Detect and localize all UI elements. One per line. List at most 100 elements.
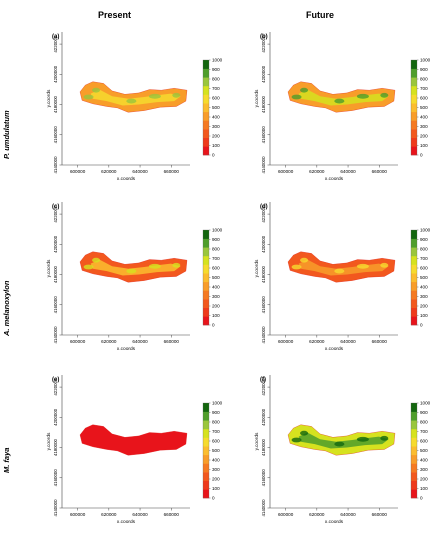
legend-tick-label: 600 [420, 96, 428, 101]
legend-tick-label: 500 [420, 105, 428, 110]
x-axis-label: x.coords [117, 519, 136, 525]
legend-tick-label: 100 [420, 143, 428, 148]
legend-swatch [203, 111, 209, 121]
suitability-map [287, 81, 396, 113]
legend-swatch [203, 103, 209, 113]
suitability-hotspot [356, 93, 369, 99]
legend-swatch [203, 129, 209, 139]
legend-swatch [203, 420, 209, 430]
legend-swatch [203, 68, 209, 78]
legend-swatch [203, 472, 209, 482]
legend-swatch [411, 103, 417, 113]
y-tick-label: 4200000 [53, 408, 58, 426]
y-tick-label: 4180000 [261, 265, 266, 283]
legend-swatch [203, 454, 209, 464]
legend-tick-label: 100 [420, 313, 428, 318]
y-tick-label: 4160000 [53, 296, 58, 314]
suitability-hotspot [334, 268, 345, 274]
column-header-present: Present [98, 10, 132, 20]
legend-tick-label: 0 [420, 153, 423, 158]
legend-swatch [203, 137, 209, 147]
suitability-hotspot [334, 98, 345, 104]
legend-swatch [411, 472, 417, 482]
x-tick-label: 600000 [278, 339, 294, 344]
legend-swatch [411, 437, 417, 447]
x-tick-label: 660000 [372, 169, 388, 174]
legend-tick-label: 0 [420, 323, 423, 328]
legend-swatch [203, 446, 209, 456]
y-tick-label: 4140000 [53, 326, 58, 344]
y-tick-label: 4220000 [261, 205, 266, 223]
legend-swatch [203, 94, 209, 104]
legend-swatch [411, 137, 417, 147]
x-tick-label: 600000 [70, 339, 86, 344]
legend-tick-label: 400 [212, 285, 220, 290]
legend-swatch [411, 85, 417, 95]
x-axis-label: x.coords [117, 176, 136, 182]
legend-tick-label: 100 [212, 486, 220, 491]
suitability-hotspot [300, 257, 309, 263]
x-tick-label: 620000 [101, 169, 117, 174]
legend-tick-label: 600 [212, 439, 220, 444]
legend-swatch [203, 437, 209, 447]
legend-tick-label: 500 [212, 105, 220, 110]
legend-swatch [203, 146, 209, 156]
x-axis-label: x.coords [325, 519, 344, 525]
column-header-future: Future [306, 10, 334, 20]
legend-tick-label: 800 [420, 247, 428, 252]
y-tick-label: 4220000 [261, 378, 266, 396]
suitability-hotspot [148, 93, 161, 99]
x-tick-label: 640000 [132, 512, 148, 517]
legend-swatch [411, 146, 417, 156]
panel-d: (d) 600000 620000 640000 660000 4140000 416000… [254, 202, 430, 352]
x-tick-label: 620000 [309, 339, 325, 344]
legend-tick-label: 500 [212, 448, 220, 453]
legend-swatch [411, 281, 417, 291]
y-axis-label: y.coords [46, 432, 52, 450]
legend-swatch [411, 403, 417, 412]
suitability-core [298, 89, 389, 106]
x-axis-label: x.coords [325, 176, 344, 182]
legend-tick-label: 700 [420, 429, 428, 434]
legend-tick-label: 800 [420, 420, 428, 425]
legend-tick-label: 0 [212, 496, 215, 501]
legend-swatch [411, 111, 417, 121]
legend-tick-label: 400 [212, 458, 220, 463]
y-tick-label: 4200000 [261, 65, 266, 83]
legend-tick-label: 300 [212, 467, 220, 472]
legend-tick-label: 0 [212, 323, 215, 328]
legend-swatch [411, 307, 417, 317]
y-tick-label: 4180000 [53, 438, 58, 456]
legend-tick-label: 200 [212, 304, 220, 309]
suitability-core [90, 259, 181, 276]
legend-swatch [203, 238, 209, 248]
legend-tick-label: 700 [212, 429, 220, 434]
suitability-hotspot [291, 94, 302, 100]
legend-tick-label: 600 [420, 266, 428, 271]
y-axis-label: y.coords [46, 89, 52, 107]
legend-tick-label: 100 [212, 143, 220, 148]
legend-tick-label: 300 [420, 124, 428, 129]
suitability-hotspot [356, 436, 369, 442]
legend-tick-label: 800 [212, 77, 220, 82]
suitability-hotspot [92, 87, 101, 93]
legend-swatch [203, 264, 209, 274]
x-tick-label: 620000 [309, 512, 325, 517]
panel-label: (f) [260, 377, 266, 383]
legend-swatch [203, 60, 209, 69]
y-tick-label: 4160000 [261, 469, 266, 487]
suitability-hotspot [92, 257, 101, 263]
legend-swatch [411, 290, 417, 300]
suitability-map [287, 424, 396, 456]
legend-swatch [411, 454, 417, 464]
legend-tick-label: 300 [212, 294, 220, 299]
legend-swatch [411, 420, 417, 430]
suitability-hotspot [380, 92, 389, 98]
x-tick-label: 660000 [164, 339, 180, 344]
legend-swatch [411, 428, 417, 438]
x-tick-label: 640000 [132, 339, 148, 344]
legend-tick-label: 400 [420, 115, 428, 120]
legend-swatch [203, 85, 209, 95]
panel-label: (c) [52, 204, 59, 210]
legend-swatch [411, 129, 417, 139]
